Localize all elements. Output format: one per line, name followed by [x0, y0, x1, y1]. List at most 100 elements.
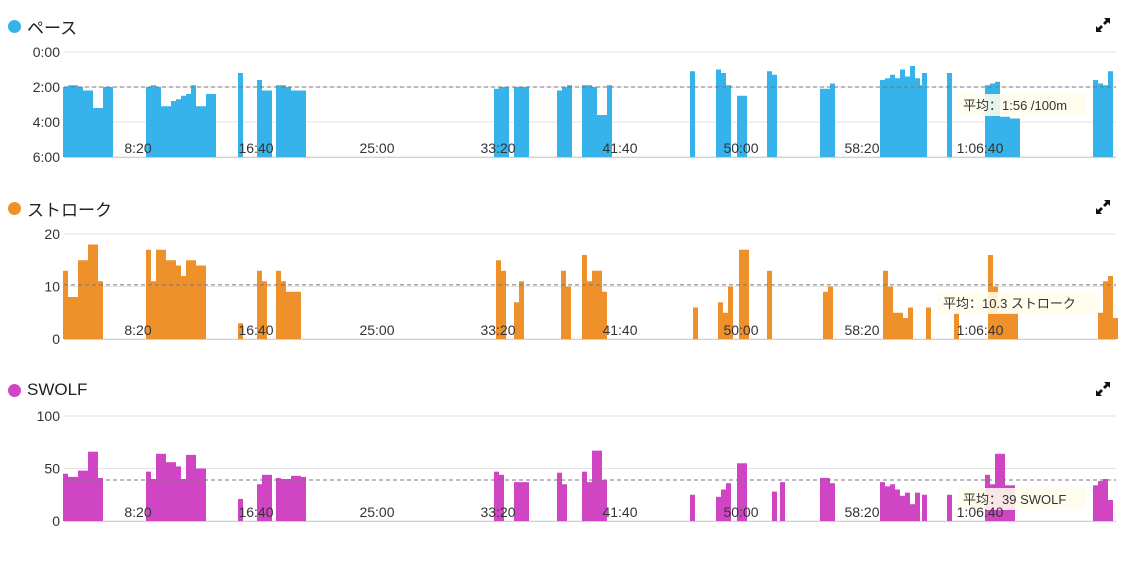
stroke-bar [744, 249, 749, 339]
pace-bar [166, 106, 171, 157]
pace-bar [103, 87, 108, 157]
stroke-bar [191, 260, 196, 339]
swolf-bar [995, 453, 1000, 521]
pace-bar [1103, 85, 1108, 157]
swolf-bar [98, 477, 103, 521]
pace-bar [63, 87, 68, 157]
pace-bar [151, 85, 156, 157]
pace-bar [281, 85, 286, 157]
stroke-y-tick-label: 0 [52, 331, 60, 347]
stroke-bar [161, 249, 166, 339]
pace-bar [108, 87, 113, 157]
swolf-bar [602, 480, 607, 521]
swolf-bar [201, 468, 206, 521]
pace-bar [238, 73, 243, 157]
swolf-bar [494, 471, 499, 521]
pace-bar [156, 87, 161, 157]
stroke-bar [281, 281, 286, 339]
stroke-bar [93, 244, 98, 339]
swolf-bar [880, 482, 885, 521]
pace-bar [1093, 80, 1098, 157]
pace-x-tick-label: 58:20 [844, 140, 879, 156]
stroke-x-tick-label: 41:40 [602, 322, 637, 338]
swolf-bar [238, 498, 243, 521]
pace-bar [171, 101, 176, 157]
swolf-bar [1108, 500, 1113, 521]
stroke-panel: 20 10 0 平均：10.3 ストローク 8:20 16:40 25:00 33:20 41:… [0, 182, 1122, 364]
stroke-bar [566, 286, 571, 339]
stroke-bar [587, 281, 592, 339]
swolf-bar [514, 482, 519, 521]
stroke-bar [1098, 312, 1103, 339]
swolf-legend-dot [8, 383, 21, 397]
stroke-bar [883, 270, 888, 339]
swolf-bar [191, 454, 196, 521]
swolf-bar [83, 470, 88, 521]
swolf-average-label-box [958, 488, 1086, 510]
stroke-bar [903, 318, 908, 339]
pace-bar [191, 85, 196, 157]
swolf-expand-icon[interactable] [1094, 380, 1112, 398]
swolf-bar [78, 470, 83, 521]
stroke-bar [201, 265, 206, 339]
stroke-x-tick-label: 8:20 [124, 322, 151, 338]
pace-bar [1010, 118, 1015, 157]
pace-x-tick-label: 8:20 [124, 140, 151, 156]
swolf-bar [597, 450, 602, 521]
pace-bar [1108, 71, 1113, 157]
pace-bar [291, 90, 296, 157]
swolf-x-tick-label: 25:00 [359, 504, 394, 520]
stroke-x-tick-label: 50:00 [723, 322, 758, 338]
swolf-bar [587, 482, 592, 521]
stroke-bar [296, 291, 301, 339]
pace-bar [78, 87, 83, 157]
swolf-bar [1000, 453, 1005, 521]
pace-bar [257, 80, 262, 157]
pace-title: ペース [27, 18, 78, 38]
stroke-bar [998, 312, 1003, 339]
swolf-bar [281, 479, 286, 521]
swolf-x-tick-label: 50:00 [723, 504, 758, 520]
swolf-bar [592, 450, 597, 521]
swolf-bar [910, 504, 915, 521]
stroke-bar [196, 265, 201, 339]
pace-bar [93, 108, 98, 157]
swolf-panel: 100 50 0 平均：39 SWOLF 8:20 16:40 25:00 33:20 41:4… [0, 364, 1122, 546]
stroke-bar [1013, 312, 1018, 339]
stroke-x-tick-label: 33:20 [480, 322, 515, 338]
pace-panel: 0:00 2:00 4:00 6:00 平均：1:56 /100m 8:20 16:40 25… [0, 0, 1122, 182]
swolf-bar [257, 484, 262, 521]
pace-x-tick-label: 25:00 [359, 140, 394, 156]
pace-bar [772, 74, 777, 157]
pace-bar [557, 90, 562, 157]
swolf-bar [772, 491, 777, 521]
stroke-x-tick-label: 1:06:40 [957, 322, 1004, 338]
swolf-bar [890, 484, 895, 521]
pace-bar [296, 90, 301, 157]
swolf-x-tick-label: 58:20 [844, 504, 879, 520]
stroke-expand-icon[interactable] [1094, 198, 1112, 216]
stroke-bar [176, 265, 181, 339]
stroke-y-tick-label: 20 [44, 226, 60, 242]
pace-bar [915, 78, 920, 157]
pace-expand-icon[interactable] [1094, 16, 1112, 34]
swolf-bar [499, 474, 504, 521]
pace-bar [592, 87, 597, 157]
stroke-bar [156, 249, 161, 339]
stroke-bar [893, 312, 898, 339]
pace-bar [885, 78, 890, 157]
pace-bar [820, 88, 825, 157]
swolf-bar [825, 477, 830, 521]
swolf-bar [301, 476, 306, 521]
swolf-x-tick-label: 41:40 [602, 504, 637, 520]
stroke-bar [501, 270, 506, 339]
swolf-bar [716, 496, 721, 521]
swolf-bar [780, 482, 785, 521]
swolf-bar [73, 476, 78, 521]
pace-bar [68, 85, 73, 157]
stroke-bar [1108, 276, 1113, 339]
stroke-bar [908, 307, 913, 339]
stroke-y-tick-label: 10 [44, 279, 60, 295]
swolf-bar [286, 479, 291, 521]
pace-bar [562, 87, 567, 157]
